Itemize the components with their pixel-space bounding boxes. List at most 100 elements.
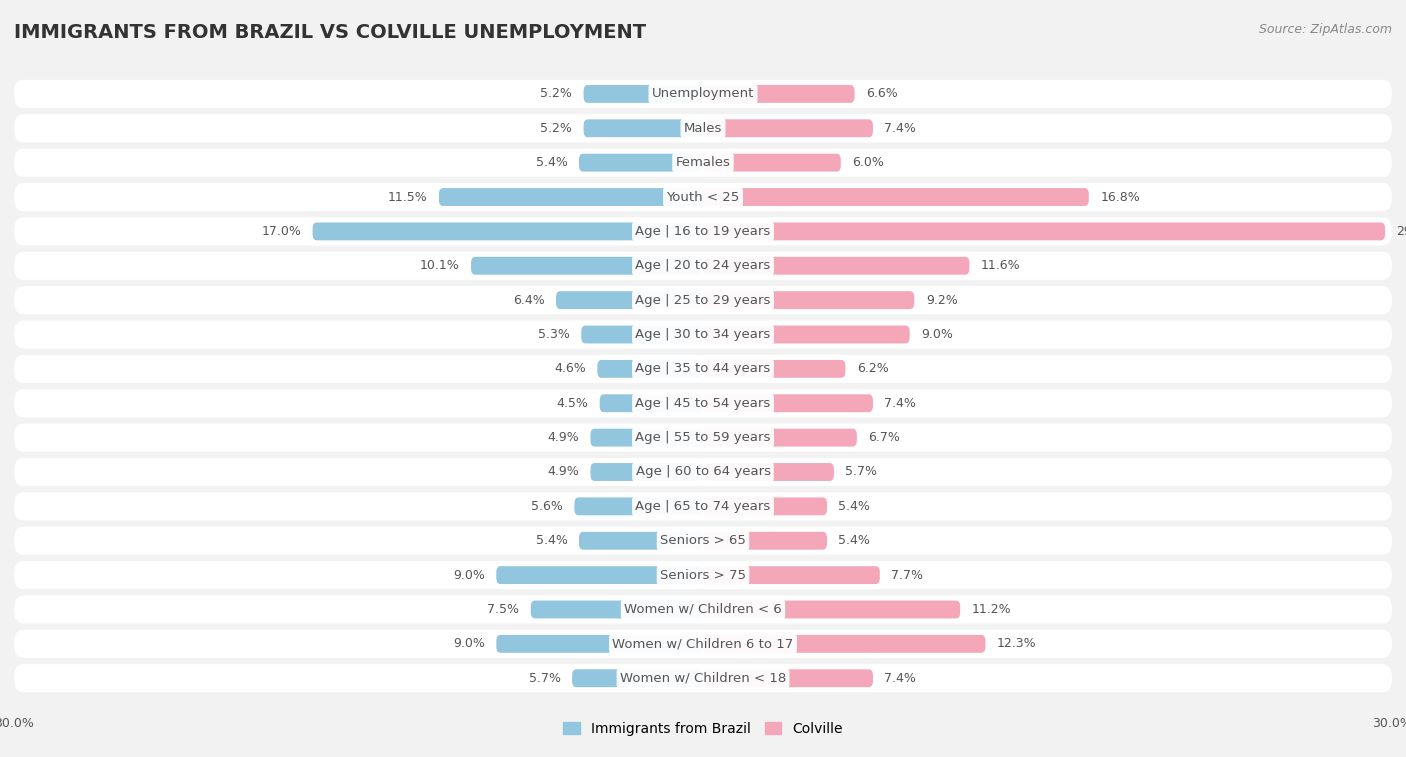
- Text: 29.7%: 29.7%: [1396, 225, 1406, 238]
- Text: 6.0%: 6.0%: [852, 156, 884, 169]
- FancyBboxPatch shape: [14, 320, 1392, 349]
- FancyBboxPatch shape: [14, 79, 1392, 108]
- FancyBboxPatch shape: [14, 664, 1392, 693]
- FancyBboxPatch shape: [471, 257, 703, 275]
- FancyBboxPatch shape: [703, 154, 841, 172]
- FancyBboxPatch shape: [14, 561, 1392, 589]
- Text: Age | 30 to 34 years: Age | 30 to 34 years: [636, 328, 770, 341]
- Text: Age | 45 to 54 years: Age | 45 to 54 years: [636, 397, 770, 410]
- FancyBboxPatch shape: [14, 423, 1392, 452]
- Text: Age | 65 to 74 years: Age | 65 to 74 years: [636, 500, 770, 513]
- Text: 17.0%: 17.0%: [262, 225, 301, 238]
- Text: 5.4%: 5.4%: [838, 500, 870, 513]
- Text: Males: Males: [683, 122, 723, 135]
- Text: 5.7%: 5.7%: [845, 466, 877, 478]
- FancyBboxPatch shape: [14, 114, 1392, 142]
- FancyBboxPatch shape: [575, 497, 703, 516]
- Text: 6.7%: 6.7%: [869, 431, 900, 444]
- FancyBboxPatch shape: [703, 120, 873, 137]
- Text: 7.7%: 7.7%: [891, 569, 924, 581]
- Text: 4.5%: 4.5%: [557, 397, 588, 410]
- Text: Age | 25 to 29 years: Age | 25 to 29 years: [636, 294, 770, 307]
- Text: Seniors > 65: Seniors > 65: [659, 534, 747, 547]
- FancyBboxPatch shape: [14, 148, 1392, 176]
- Text: 6.4%: 6.4%: [513, 294, 544, 307]
- Text: Women w/ Children < 18: Women w/ Children < 18: [620, 671, 786, 685]
- FancyBboxPatch shape: [581, 326, 703, 344]
- FancyBboxPatch shape: [591, 463, 703, 481]
- FancyBboxPatch shape: [496, 566, 703, 584]
- Text: IMMIGRANTS FROM BRAZIL VS COLVILLE UNEMPLOYMENT: IMMIGRANTS FROM BRAZIL VS COLVILLE UNEMP…: [14, 23, 647, 42]
- Text: 4.6%: 4.6%: [554, 363, 586, 375]
- FancyBboxPatch shape: [703, 188, 1088, 206]
- FancyBboxPatch shape: [439, 188, 703, 206]
- Text: 5.3%: 5.3%: [538, 328, 569, 341]
- FancyBboxPatch shape: [14, 286, 1392, 314]
- FancyBboxPatch shape: [583, 85, 703, 103]
- FancyBboxPatch shape: [703, 600, 960, 618]
- FancyBboxPatch shape: [14, 183, 1392, 211]
- FancyBboxPatch shape: [703, 532, 827, 550]
- FancyBboxPatch shape: [703, 326, 910, 344]
- FancyBboxPatch shape: [703, 360, 845, 378]
- Text: Source: ZipAtlas.com: Source: ZipAtlas.com: [1258, 23, 1392, 36]
- Text: Age | 60 to 64 years: Age | 60 to 64 years: [636, 466, 770, 478]
- Text: 11.2%: 11.2%: [972, 603, 1011, 616]
- FancyBboxPatch shape: [598, 360, 703, 378]
- Text: Females: Females: [675, 156, 731, 169]
- Text: 4.9%: 4.9%: [547, 431, 579, 444]
- Text: 10.1%: 10.1%: [420, 259, 460, 273]
- FancyBboxPatch shape: [14, 251, 1392, 280]
- Text: Youth < 25: Youth < 25: [666, 191, 740, 204]
- FancyBboxPatch shape: [703, 566, 880, 584]
- FancyBboxPatch shape: [591, 428, 703, 447]
- Text: Women w/ Children < 6: Women w/ Children < 6: [624, 603, 782, 616]
- Text: 5.4%: 5.4%: [536, 534, 568, 547]
- Text: Age | 16 to 19 years: Age | 16 to 19 years: [636, 225, 770, 238]
- Text: 9.2%: 9.2%: [925, 294, 957, 307]
- FancyBboxPatch shape: [14, 217, 1392, 245]
- FancyBboxPatch shape: [14, 492, 1392, 521]
- Text: Age | 35 to 44 years: Age | 35 to 44 years: [636, 363, 770, 375]
- Text: 5.6%: 5.6%: [531, 500, 562, 513]
- FancyBboxPatch shape: [579, 532, 703, 550]
- Text: 11.6%: 11.6%: [981, 259, 1021, 273]
- FancyBboxPatch shape: [531, 600, 703, 618]
- Text: 5.4%: 5.4%: [838, 534, 870, 547]
- FancyBboxPatch shape: [312, 223, 703, 240]
- FancyBboxPatch shape: [14, 596, 1392, 624]
- Text: 7.4%: 7.4%: [884, 397, 917, 410]
- FancyBboxPatch shape: [583, 120, 703, 137]
- FancyBboxPatch shape: [14, 389, 1392, 417]
- Text: Age | 55 to 59 years: Age | 55 to 59 years: [636, 431, 770, 444]
- Text: 7.4%: 7.4%: [884, 671, 917, 685]
- FancyBboxPatch shape: [599, 394, 703, 413]
- Text: 12.3%: 12.3%: [997, 637, 1036, 650]
- FancyBboxPatch shape: [14, 527, 1392, 555]
- Text: 4.9%: 4.9%: [547, 466, 579, 478]
- Text: 5.2%: 5.2%: [540, 87, 572, 101]
- Text: 11.5%: 11.5%: [388, 191, 427, 204]
- Text: Women w/ Children 6 to 17: Women w/ Children 6 to 17: [613, 637, 793, 650]
- Text: 5.7%: 5.7%: [529, 671, 561, 685]
- FancyBboxPatch shape: [703, 291, 914, 309]
- Text: 6.6%: 6.6%: [866, 87, 898, 101]
- FancyBboxPatch shape: [572, 669, 703, 687]
- FancyBboxPatch shape: [496, 635, 703, 653]
- FancyBboxPatch shape: [703, 257, 969, 275]
- FancyBboxPatch shape: [703, 85, 855, 103]
- Text: 5.4%: 5.4%: [536, 156, 568, 169]
- FancyBboxPatch shape: [703, 428, 856, 447]
- Text: Unemployment: Unemployment: [652, 87, 754, 101]
- FancyBboxPatch shape: [579, 154, 703, 172]
- Text: 9.0%: 9.0%: [921, 328, 953, 341]
- FancyBboxPatch shape: [703, 394, 873, 413]
- FancyBboxPatch shape: [14, 458, 1392, 486]
- FancyBboxPatch shape: [703, 463, 834, 481]
- FancyBboxPatch shape: [14, 355, 1392, 383]
- FancyBboxPatch shape: [14, 630, 1392, 658]
- FancyBboxPatch shape: [555, 291, 703, 309]
- FancyBboxPatch shape: [703, 669, 873, 687]
- FancyBboxPatch shape: [703, 497, 827, 516]
- Text: 6.2%: 6.2%: [856, 363, 889, 375]
